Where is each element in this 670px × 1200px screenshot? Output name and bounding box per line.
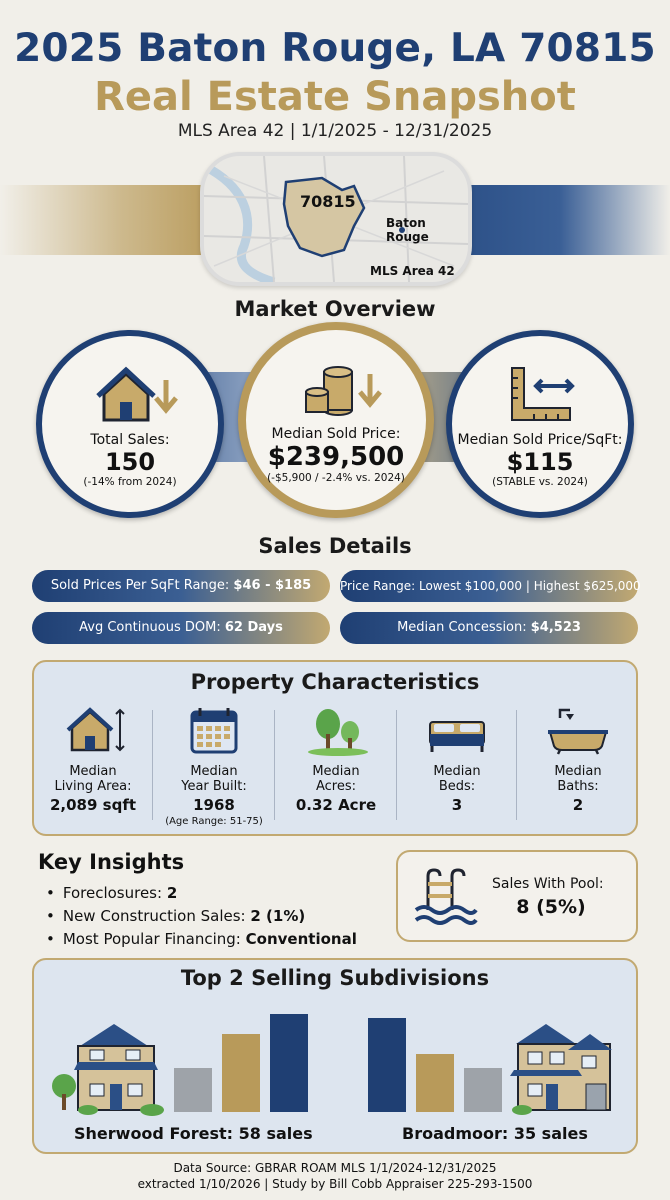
year-built-label: Median Year Built: — [181, 764, 247, 794]
property-heading: Property Characteristics — [190, 670, 480, 694]
left-house-illustration — [52, 1024, 164, 1116]
pool-ladder-icon — [414, 868, 478, 925]
area-map: 70815 Baton Rouge MLS Area 42 — [200, 152, 472, 286]
footer-line-1: Data Source: GBRAR ROAM MLS 1/1/2024-12/… — [173, 1161, 497, 1175]
sqft-range-pill: Sold Prices Per SqFt Range: $46 - $185 — [32, 570, 330, 602]
sqft-range-label: Sold Prices Per SqFt Range: — [50, 578, 230, 593]
house-height-icon — [66, 707, 125, 752]
median-price-note: (-$5,900 / -2.4% vs. 2024) — [267, 472, 405, 484]
prop-baths: Median Baths: 2 — [522, 704, 634, 828]
median-sqft-note: (STABLE vs. 2024) — [492, 476, 588, 488]
price-range-pill: Price Range: Lowest $100,000 | Highest $… — [340, 570, 641, 602]
subtitle: MLS Area 42 | 1/1/2025 - 12/31/2025 — [177, 121, 493, 141]
prop-divider — [516, 710, 517, 820]
beds-value: 3 — [451, 796, 463, 814]
coins-down-arrow-icon — [305, 366, 382, 416]
median-sqft-label: Median Sold Price/SqFt: — [457, 432, 623, 448]
subdivisions-illustration — [52, 1014, 612, 1116]
prop-divider — [152, 710, 153, 820]
acres-label: Median Acres: — [312, 764, 360, 794]
prop-divider — [274, 710, 275, 820]
prop-acres: Median Acres: 0.32 Acre — [282, 704, 390, 828]
left-bar-gray — [174, 1068, 212, 1112]
living-area-label: Median Living Area: — [54, 764, 132, 794]
sales-details-heading: Sales Details — [258, 534, 412, 558]
map-graphic — [204, 156, 468, 282]
map-zip-label: 70815 — [300, 192, 356, 211]
concession-pill: Median Concession: $4,523 — [340, 612, 638, 644]
living-area-value: 2,089 sqft — [49, 796, 137, 814]
banner-navy-stripe — [450, 185, 670, 255]
baths-label: Median Baths: — [554, 764, 602, 794]
total-sales-label: Total Sales: — [90, 432, 170, 448]
dom-pill: Avg Continuous DOM: 62 Days — [32, 612, 330, 644]
dom-label: Avg Continuous DOM: — [79, 620, 221, 635]
prop-year-built: Median Year Built: 1968 (Age Range: 51-75… — [160, 704, 268, 828]
pool-value: 8 (5%) — [516, 896, 586, 918]
median-sqft-card: Median Sold Price/SqFt: $115 (STABLE vs.… — [446, 330, 634, 518]
footer-line-2: extracted 1/10/2026 | Study by Bill Cobb… — [137, 1177, 533, 1191]
median-price-value: $239,500 — [267, 442, 405, 472]
key-insights-list: Foreclosures: 2 New Construction Sales: … — [46, 882, 357, 951]
pool-label: Sales With Pool: — [492, 876, 604, 892]
year-built-note: (Age Range: 51-75) — [165, 816, 263, 827]
concession-value: $4,523 — [530, 620, 581, 635]
right-house-illustration — [510, 1024, 612, 1115]
total-sales-card: Total Sales: 150 (-14% from 2024) — [36, 330, 224, 518]
bathtub-icon — [548, 708, 608, 755]
year-built-value: 1968 — [193, 796, 235, 814]
market-overview-heading: Market Overview — [234, 297, 436, 321]
median-price-card: Median Sold Price: $239,500 (-$5,900 / -… — [238, 322, 434, 518]
median-sqft-value: $115 — [506, 448, 574, 476]
trees-icon — [308, 709, 368, 756]
footer: Data Source: GBRAR ROAM MLS 1/1/2024-12/… — [0, 1160, 670, 1192]
price-range-text: Price Range: Lowest $100,000 | Highest $… — [340, 579, 641, 593]
sqft-range-value: $46 - $185 — [233, 578, 312, 593]
dom-value: 62 Days — [224, 620, 283, 635]
title-line-2: Real Estate Snapshot — [94, 74, 576, 120]
pool-card — [396, 850, 638, 942]
baths-value: 2 — [572, 796, 584, 814]
key-insights-heading: Key Insights — [38, 850, 185, 874]
total-sales-note: (-14% from 2024) — [83, 476, 177, 488]
subdivision-caption-2: Broadmoor: 35 sales — [402, 1124, 588, 1143]
insight-foreclosures: Foreclosures: 2 — [46, 882, 357, 905]
title-line-1: 2025 Baton Rouge, LA 70815 — [14, 26, 656, 71]
left-bar-gold — [222, 1034, 260, 1112]
prop-beds: Median Beds: 3 — [404, 704, 510, 828]
right-bar-gold — [416, 1054, 454, 1112]
insight-financing: Most Popular Financing: Conventional — [46, 928, 357, 951]
insight-new-construction: New Construction Sales: 2 (1%) — [46, 905, 357, 928]
acres-value: 0.32 Acre — [295, 796, 377, 814]
total-sales-value: 150 — [104, 448, 156, 476]
subdivisions-heading: Top 2 Selling Subdivisions — [180, 966, 490, 990]
prop-living-area: Median Living Area: 2,089 sqft — [40, 704, 146, 828]
map-area-label: MLS Area 42 — [370, 264, 455, 278]
map-city-label: Baton Rouge — [386, 216, 429, 244]
ruler-arrow-icon — [511, 367, 575, 421]
right-bar-navy — [368, 1018, 406, 1112]
house-down-arrow-icon — [96, 366, 178, 422]
bed-icon — [429, 721, 485, 752]
prop-divider — [396, 710, 397, 820]
median-price-label: Median Sold Price: — [271, 426, 401, 442]
calendar-icon — [190, 708, 238, 754]
subdivision-caption-1: Sherwood Forest: 58 sales — [74, 1124, 313, 1143]
property-characteristics-panel — [32, 660, 638, 836]
right-bar-gray — [464, 1068, 502, 1112]
concession-label: Median Concession: — [397, 620, 527, 635]
banner-gold-stripe — [0, 185, 220, 255]
beds-label: Median Beds: — [433, 764, 481, 794]
left-bar-navy — [270, 1014, 308, 1112]
